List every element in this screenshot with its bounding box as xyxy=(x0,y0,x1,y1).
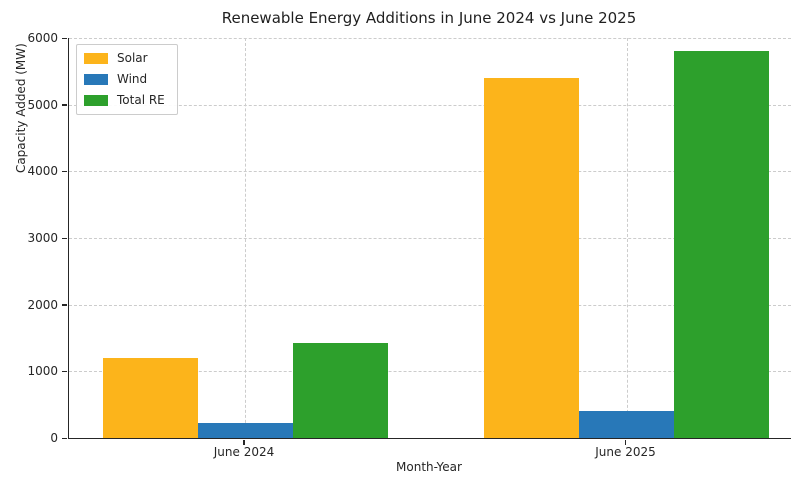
v-gridline xyxy=(245,38,246,438)
y-tick-mark xyxy=(62,237,67,239)
v-gridline xyxy=(626,38,628,438)
x-tick-mark xyxy=(624,439,627,445)
h-gridline xyxy=(69,238,791,239)
bar-total-re-june-2024 xyxy=(292,342,388,438)
h-gridline xyxy=(69,38,791,39)
legend-row-solar: Solar xyxy=(84,52,165,65)
bar-solar-june-2025 xyxy=(484,78,579,438)
y-tick-mark xyxy=(62,170,67,173)
y-tick-label: 4000 xyxy=(27,164,58,179)
y-tick-mark xyxy=(62,104,67,106)
legend-row-total-re: Total RE xyxy=(84,94,165,107)
x-tick-label-june-2024: June 2024 xyxy=(213,445,275,459)
x-tick-label-june-2025: June 2025 xyxy=(595,445,656,459)
y-tick-mark xyxy=(62,370,67,373)
h-gridline xyxy=(69,171,791,173)
h-gridline xyxy=(69,304,791,306)
y-tick-mark xyxy=(62,37,67,39)
legend-swatch-solar xyxy=(84,53,108,64)
legend-label: Solar xyxy=(117,51,148,65)
legend-label: Wind xyxy=(117,72,148,86)
h-gridline xyxy=(69,104,791,106)
x-axis-label: Month-Year xyxy=(396,460,462,474)
y-tick-label: 6000 xyxy=(27,31,58,45)
y-tick-label: 5000 xyxy=(27,97,58,112)
h-gridline xyxy=(69,371,791,373)
bar-wind-june-2025 xyxy=(579,411,674,438)
y-tick-label: 3000 xyxy=(27,231,58,245)
bar-wind-june-2024 xyxy=(197,422,293,438)
x-tick-mark xyxy=(243,439,245,445)
legend-row-wind: Wind xyxy=(84,73,165,86)
chart-title: Renewable Energy Additions in June 2024 … xyxy=(221,9,637,27)
y-tick-label: 1000 xyxy=(27,364,58,379)
y-tick-label: 0 xyxy=(50,431,58,445)
legend-swatch-total-re xyxy=(84,95,108,106)
legend-label: Total RE xyxy=(117,93,165,107)
y-tick-mark xyxy=(62,437,67,439)
bar-total-re-june-2025 xyxy=(674,51,769,438)
plot-area: Solar Wind Total RE xyxy=(68,38,791,439)
y-tick-label: 2000 xyxy=(27,297,58,312)
legend: Solar Wind Total RE xyxy=(76,44,178,115)
y-tick-mark xyxy=(62,304,67,306)
legend-swatch-wind xyxy=(84,74,108,85)
bar-solar-june-2024 xyxy=(102,358,198,438)
